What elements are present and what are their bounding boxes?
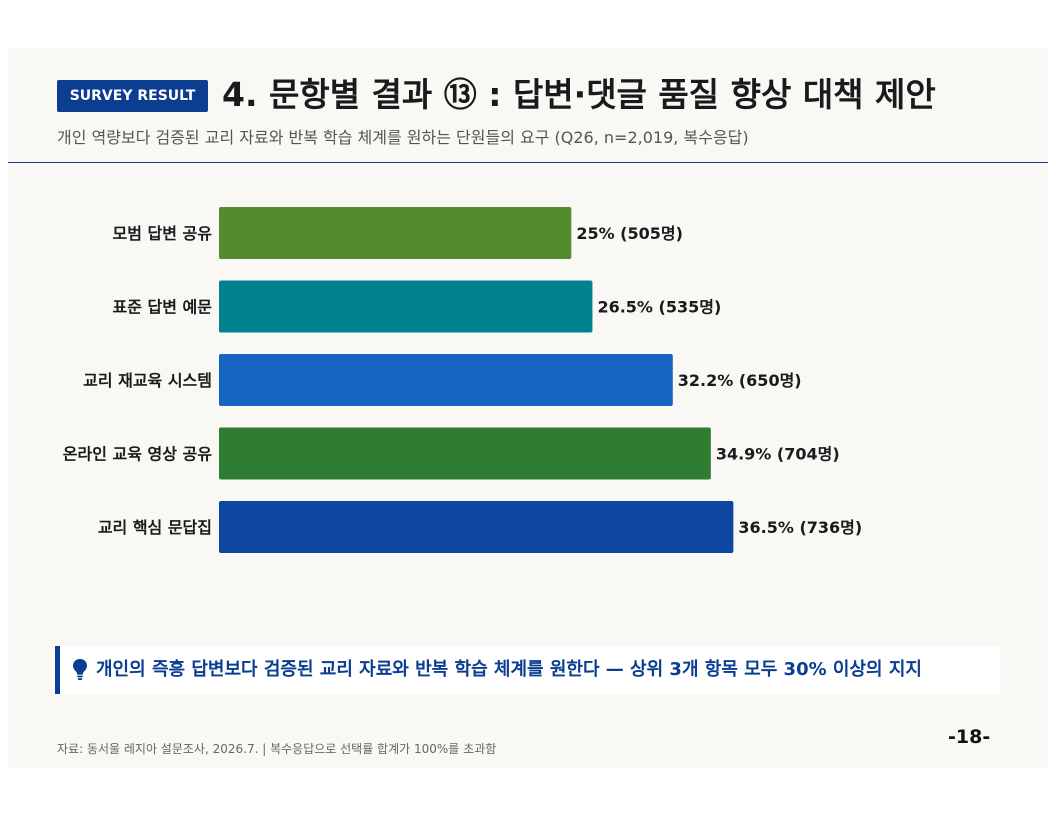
data-label: 32.2% (650명): [678, 371, 802, 390]
category-label: 표준 답변 예문: [113, 298, 213, 317]
category-label: 교리 재교육 시스템: [83, 371, 212, 390]
data-label: 25% (505명): [576, 224, 683, 243]
bar: [219, 280, 593, 333]
bar: [219, 354, 673, 406]
bar-chart: 모범 답변 공유 25% (505명) 표준 답변 예문 26.5% (535명) 교리…: [63, 207, 862, 553]
bar: [219, 427, 711, 480]
bar: [219, 501, 734, 553]
lightbulb-icon: [73, 659, 87, 680]
callout-text: 개인의 즉흥 답변보다 검증된 교리 자료와 반복 학습 체계를 원한다 — 상…: [96, 659, 922, 680]
page-subtitle: 개인 역량보다 검증된 교리 자료와 반복 학습 체계를 원하는 단원들의 요구…: [57, 128, 749, 147]
bar: [219, 207, 572, 259]
category-label: 모범 답변 공유: [113, 224, 213, 243]
slide: SURVEY RESULT 4. 문항별 결과 ⑬ : 답변·댓글 품질 향상 …: [8, 48, 1048, 768]
page-number: -18-: [948, 726, 991, 748]
page-title: 4. 문항별 결과 ⑬ : 답변·댓글 품질 향상 대책 제안: [222, 75, 936, 114]
source-note: 자료: 동서울 레지아 설문조사, 2026.7. | 복수응답으로 선택률 합…: [57, 742, 497, 756]
survey-result-badge: SURVEY RESULT: [57, 80, 208, 112]
data-label: 34.9% (704명): [716, 445, 840, 464]
category-label: 온라인 교육 영상 공유: [63, 445, 212, 464]
data-label: 36.5% (736명): [738, 518, 862, 537]
header-divider: [8, 162, 1048, 163]
data-label: 26.5% (535명): [597, 298, 721, 317]
key-insight-callout: 개인의 즉흥 답변보다 검증된 교리 자료와 반복 학습 체계를 원한다 — 상…: [55, 646, 1000, 694]
category-label: 교리 핵심 문답집: [98, 518, 212, 537]
